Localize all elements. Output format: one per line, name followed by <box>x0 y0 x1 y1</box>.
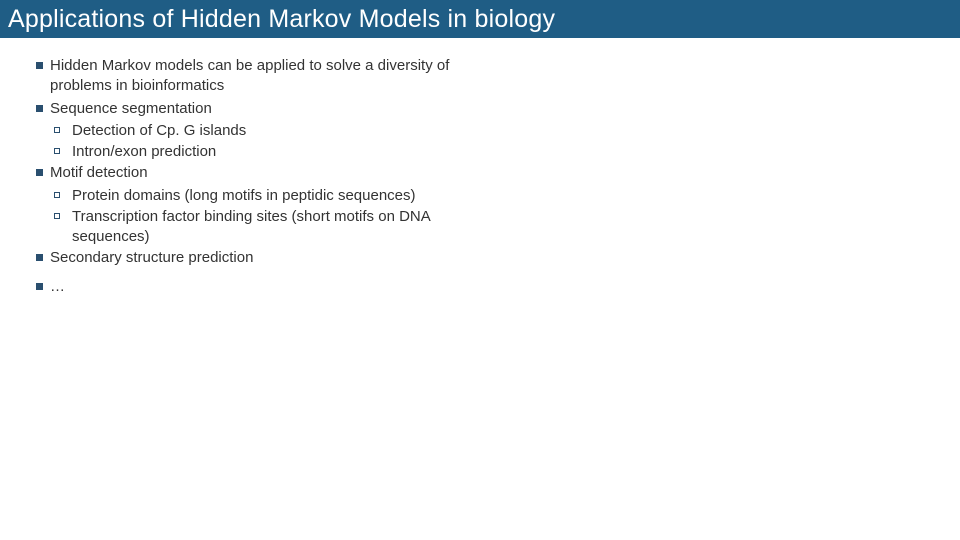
square-bullet-icon <box>36 254 43 261</box>
hollow-square-bullet-icon <box>54 148 60 154</box>
hollow-square-bullet-icon <box>54 192 60 198</box>
bullet-l1: Secondary structure prediction <box>36 248 506 268</box>
bullet-text: Protein domains (long motifs in peptidic… <box>72 187 416 204</box>
bullet-l1: Hidden Markov models can be applied to s… <box>36 56 506 97</box>
bullet-text: Motif detection <box>50 164 148 181</box>
bullet-text: Transcription factor binding sites (shor… <box>72 208 430 245</box>
bullet-l2: Detection of Cp. G islands <box>54 121 506 141</box>
hollow-square-bullet-icon <box>54 127 60 133</box>
hollow-square-bullet-icon <box>54 213 60 219</box>
bullet-l1: Sequence segmentation <box>36 99 506 119</box>
bullet-text: Hidden Markov models can be applied to s… <box>50 57 449 94</box>
bullet-l2: Transcription factor binding sites (shor… <box>54 207 506 248</box>
bullet-text: Intron/exon prediction <box>72 143 216 160</box>
square-bullet-icon <box>36 105 43 112</box>
bullet-text: Detection of Cp. G islands <box>72 122 246 139</box>
bullet-text: … <box>50 278 65 295</box>
title-bar: Applications of Hidden Markov Models in … <box>0 0 960 38</box>
slide-title: Applications of Hidden Markov Models in … <box>8 5 555 34</box>
square-bullet-icon <box>36 283 43 290</box>
slide: Applications of Hidden Markov Models in … <box>0 0 960 540</box>
bullet-l1: Motif detection <box>36 163 506 183</box>
bullet-l1: … <box>36 277 506 297</box>
bullet-l2: Intron/exon prediction <box>54 142 506 162</box>
slide-content: Hidden Markov models can be applied to s… <box>0 38 516 297</box>
bullet-l2: Protein domains (long motifs in peptidic… <box>54 186 506 206</box>
square-bullet-icon <box>36 169 43 176</box>
bullet-text: Secondary structure prediction <box>50 249 253 266</box>
square-bullet-icon <box>36 62 43 69</box>
bullet-text: Sequence segmentation <box>50 100 212 117</box>
